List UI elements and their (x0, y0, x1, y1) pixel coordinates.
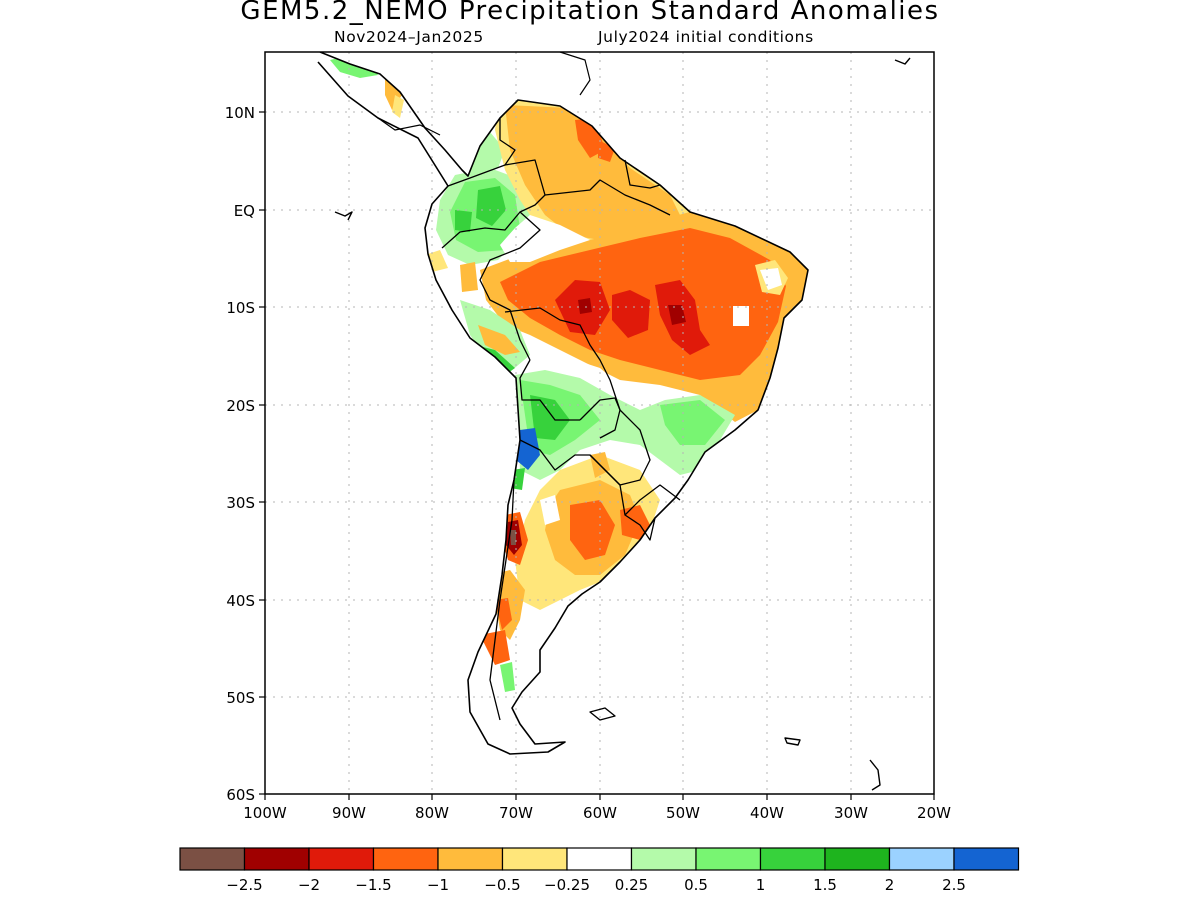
lon-label: 90W (332, 804, 366, 822)
lat-label: 20S (226, 397, 255, 415)
colorbar-label: −0.25 (544, 876, 590, 894)
lon-label: 60W (583, 804, 617, 822)
axis-ticks (259, 111, 935, 800)
colorbar-swatch (824, 847, 891, 871)
colorbar-swatch (759, 847, 826, 871)
colorbar-label: 0.5 (684, 876, 708, 894)
longitude-labels: 100W 90W 80W 70W 60W 50W 40W 30W 20W (243, 804, 951, 822)
lon-label: 40W (750, 804, 784, 822)
anomaly-fields (330, 55, 808, 712)
lon-label: 70W (499, 804, 533, 822)
colorbar-swatch (695, 847, 762, 871)
colorbar-swatch (372, 847, 439, 871)
lon-label: 30W (834, 804, 868, 822)
map-title: GEM5.2_NEMO Precipitation Standard Anoma… (240, 0, 940, 26)
lat-label: EQ (234, 202, 255, 220)
colorbar-labels: −2.5 −2 −1.5 −1 −0.5 −0.25 0.25 0.5 1 1.5 2 2.5 (226, 876, 966, 894)
colorbar-label: 2 (885, 876, 895, 894)
lat-label: 60S (226, 786, 255, 804)
colorbar-swatch (501, 847, 568, 871)
lon-label: 50W (666, 804, 700, 822)
colorbar-swatch (888, 847, 955, 871)
colorbar (179, 847, 1020, 871)
lat-label: 30S (226, 494, 255, 512)
lon-label: 20W (917, 804, 951, 822)
colorbar-label: −1 (427, 876, 449, 894)
colorbar-label: 1 (756, 876, 766, 894)
colorbar-swatch (179, 847, 246, 871)
lon-label: 80W (415, 804, 449, 822)
colorbar-swatch (630, 847, 697, 871)
latitude-labels: 10N EQ 10S 20S 30S 40S 50S 60S (225, 104, 255, 804)
colorbar-label: 2.5 (942, 876, 966, 894)
colorbar-label: 1.5 (813, 876, 837, 894)
coastline (317, 52, 911, 791)
country-borders (441, 118, 681, 721)
colorbar-label: 0.25 (615, 876, 648, 894)
colorbar-swatch (308, 847, 375, 871)
lat-label: 10N (225, 104, 255, 122)
forecast-period: Nov2024–Jan2025 (334, 28, 484, 46)
lat-label: 50S (226, 689, 255, 707)
colorbar-swatch (437, 847, 504, 871)
lat-label: 40S (226, 592, 255, 610)
colorbar-swatch (953, 847, 1020, 871)
colorbar-label: −0.5 (484, 876, 520, 894)
colorbar-label: −2.5 (226, 876, 262, 894)
lon-label: 100W (243, 804, 287, 822)
colorbar-swatch (243, 847, 310, 871)
lat-label: 10S (226, 299, 255, 317)
colorbar-swatch (566, 847, 633, 871)
colorbar-label: −1.5 (355, 876, 391, 894)
colorbar-label: −2 (298, 876, 320, 894)
initial-conditions: July2024 initial conditions (598, 28, 814, 46)
